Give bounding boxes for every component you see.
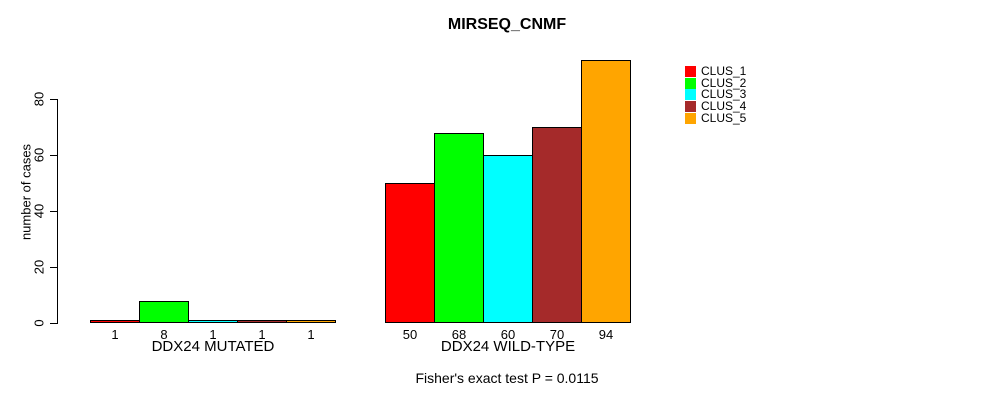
bar-value-label: 1 [258, 327, 266, 342]
bar-clus_4-group2 [532, 127, 582, 323]
legend-label: CLUS_1 [701, 64, 747, 79]
bar-clus_4-group1 [237, 320, 287, 323]
group-label-mutated: DDX24 MUTATED [151, 338, 275, 355]
legend-item: CLUS_1 [685, 64, 747, 79]
bar-value-label: 8 [160, 327, 168, 342]
y-tick-label: 40 [31, 203, 47, 219]
legend-label: CLUS_5 [701, 110, 747, 125]
legend-swatch-clus_4 [685, 101, 696, 113]
bar-value-label: 1 [111, 327, 119, 342]
y-tick-label: 80 [31, 91, 47, 107]
bar-value-label: 1 [209, 327, 217, 342]
bar-value-label: 94 [598, 327, 614, 342]
group-label-wildtype: DDX24 WILD-TYPE [440, 338, 576, 355]
legend-item: CLUS_3 [685, 87, 747, 102]
y-tick-label: 60 [31, 147, 47, 163]
bar-clus_1-group2 [385, 183, 435, 323]
legend-label: CLUS_3 [701, 87, 747, 102]
y-tick-label: 0 [31, 319, 47, 327]
y-tick-label: 20 [31, 259, 47, 275]
legend-item: CLUS_5 [685, 112, 746, 124]
chart-title: MIRSEQ_CNMF [447, 16, 567, 33]
legend-swatch-clus_1 [685, 66, 696, 78]
bar-value-label: 50 [402, 327, 418, 342]
bar-value-label: 1 [307, 327, 315, 342]
y-tick-mark [50, 154, 57, 156]
bar-value-label: 68 [451, 327, 467, 342]
legend-label: CLUS_2 [701, 75, 747, 90]
legend-swatch-clus_2 [685, 77, 696, 89]
bar-value-label: 60 [500, 327, 516, 342]
bar-clus_5-group2 [581, 60, 631, 323]
bar-value-label: 70 [549, 327, 565, 342]
bar-clus_5-group1 [286, 320, 336, 323]
annotation-text: Fisher's exact test P = 0.0115 [415, 370, 599, 386]
y-tick-mark [50, 210, 57, 212]
legend-label: CLUS_4 [701, 99, 747, 114]
bar-clus_3-group2 [483, 155, 533, 323]
bar-clus_2-group2 [434, 133, 484, 323]
bar-clus_1-group1 [90, 320, 140, 323]
legend-item: CLUS_4 [685, 99, 747, 114]
y-tick-mark [50, 98, 57, 100]
y-tick-mark [50, 322, 57, 324]
legend-swatch-clus_3 [685, 89, 696, 101]
bar-clus_2-group1 [139, 301, 189, 323]
y-tick-mark [50, 266, 57, 268]
legend-swatch-clus_5 [685, 112, 696, 124]
legend: CLUS_1 CLUS_2 CLUS_3 CLUS_4 CLUS_5 [685, 64, 747, 124]
y-axis-line [57, 99, 58, 324]
bar-clus_3-group1 [188, 320, 238, 323]
legend-item: CLUS_2 [685, 75, 747, 90]
